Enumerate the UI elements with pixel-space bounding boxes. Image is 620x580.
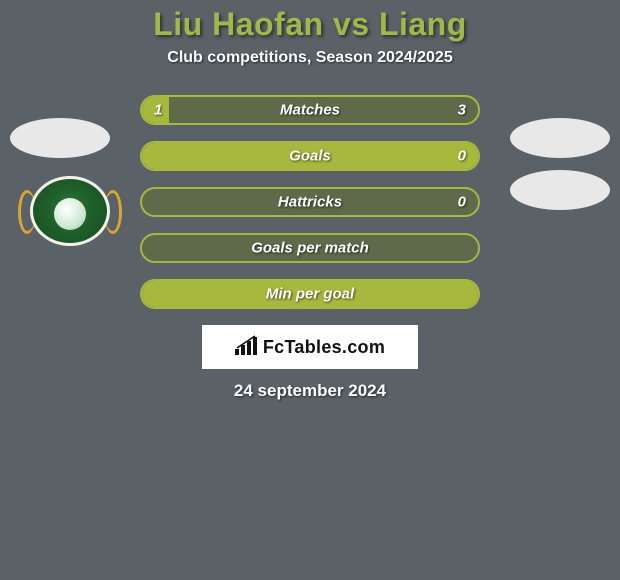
page-title: Liu Haofan vs Liang <box>0 6 620 43</box>
club-badge-right-1 <box>510 118 610 158</box>
branding-text: FcTables.com <box>263 337 385 358</box>
stat-bar: Matches1 3 <box>140 95 480 125</box>
stat-value-right: 3 <box>458 102 466 119</box>
stat-label: Matches <box>142 102 478 119</box>
club-badge-right-2 <box>510 170 610 210</box>
stats-bars: Matches13Goals0Hattricks0Goals per match… <box>140 95 480 309</box>
date-text: 24 september 2024 <box>0 381 620 401</box>
stat-value-right: 0 <box>458 148 466 165</box>
branding-card: FcTables.com <box>202 325 418 369</box>
stat-bar: Hattricks0 <box>140 187 480 217</box>
stat-label: Min per goal <box>142 286 478 303</box>
bar-chart-icon <box>235 335 259 360</box>
stat-value-right: 0 <box>458 194 466 211</box>
stat-label: Goals <box>142 148 478 165</box>
stat-value-left: 1 <box>154 102 162 119</box>
stat-label: Hattricks <box>142 194 478 211</box>
stat-bar: Goals per match <box>140 233 480 263</box>
stat-bar: Min per goal <box>140 279 480 309</box>
subtitle: Club competitions, Season 2024/2025 <box>0 49 620 67</box>
stat-label: Goals per match <box>142 240 478 257</box>
club-badge-left-1 <box>10 118 110 158</box>
stat-bar: Goals0 <box>140 141 480 171</box>
club-badge-left-2 <box>20 176 120 248</box>
